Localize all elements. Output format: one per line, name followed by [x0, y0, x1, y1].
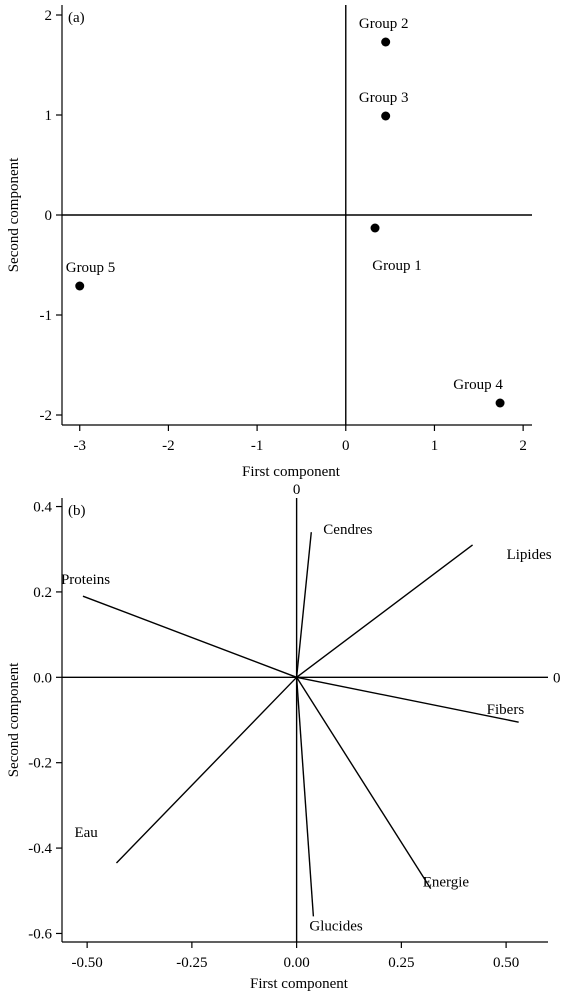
panel-b-y-tick-label: 0.2	[33, 585, 52, 601]
panel-a-y-tick-label: -2	[40, 408, 53, 424]
panel-a-y-tick-label: -1	[40, 308, 53, 324]
panel-b-y-tick-label: -0.6	[28, 926, 52, 942]
point-group-2	[381, 37, 391, 47]
vector-eau	[115, 676, 298, 864]
vector-label-fibers: Fibers	[487, 702, 525, 718]
panel-b-x-tick-label: 0.00	[283, 955, 309, 971]
panel-a-y-axis-title: Second component	[6, 157, 22, 272]
vector-lipides	[296, 544, 474, 678]
panel-b-x-tick-label: 0.50	[493, 955, 519, 971]
panel-b-label: (b)	[68, 503, 86, 519]
point-group-1	[370, 223, 380, 233]
vector-glucides	[295, 677, 315, 917]
vector-label-lipides: Lipides	[507, 547, 552, 563]
panel-b-zero-vertical-label: 0	[293, 482, 301, 498]
panel-a-x-tick-label: 1	[431, 438, 439, 454]
point-label-group-4: Group 4	[453, 377, 503, 393]
panel-a-y-tick-label: 2	[45, 8, 53, 24]
panel-b-zero-horizontal-label: 0	[553, 670, 561, 686]
panel-b-x-tick-label: -0.50	[72, 955, 103, 971]
panel-b-y-axis-title: Second component	[6, 662, 22, 777]
vector-energie	[296, 676, 432, 890]
panel-a-label: (a)	[68, 10, 85, 26]
point-group-5	[75, 281, 85, 291]
panel-a-x-tick-label: 2	[519, 438, 527, 454]
panel-b-x-tick-label: 0.25	[388, 955, 414, 971]
point-group-3	[381, 111, 391, 121]
panel-b-y-tick-label: 0.4	[33, 500, 52, 516]
panel-b-x-tick-label: -0.25	[176, 955, 207, 971]
panel-a-x-tick-label: 0	[342, 438, 350, 454]
vector-label-eau: Eau	[74, 825, 98, 841]
panel-a-y-tick-label: 1	[45, 108, 53, 124]
vector-fibers	[296, 676, 519, 723]
vector-label-proteins: Proteins	[61, 572, 110, 588]
panel-b-y-tick-label: -0.2	[28, 756, 52, 772]
vector-label-glucides: Glucides	[309, 918, 362, 934]
point-group-4	[495, 398, 505, 408]
vector-label-energie: Energie	[423, 875, 470, 891]
panel-a-x-tick-label: -2	[162, 438, 175, 454]
panel-a-y-tick-label: 0	[45, 208, 53, 224]
point-label-group-2: Group 2	[359, 16, 409, 32]
point-label-group-3: Group 3	[359, 90, 409, 106]
panel-a-x-tick-label: -1	[251, 438, 264, 454]
panel-b-y-tick-label: -0.4	[28, 841, 52, 857]
panel-b-x-axis-title: First component	[250, 976, 349, 992]
point-label-group-5: Group 5	[66, 260, 116, 276]
vector-cendres	[295, 532, 312, 678]
panel-a-x-tick-label: -3	[73, 438, 86, 454]
panel-b-y-tick-label: 0.0	[33, 670, 52, 686]
panel-a-x-axis-title: First component	[242, 464, 341, 480]
vector-proteins	[82, 595, 297, 678]
vector-label-cendres: Cendres	[323, 522, 372, 538]
point-label-group-1: Group 1	[372, 258, 422, 274]
